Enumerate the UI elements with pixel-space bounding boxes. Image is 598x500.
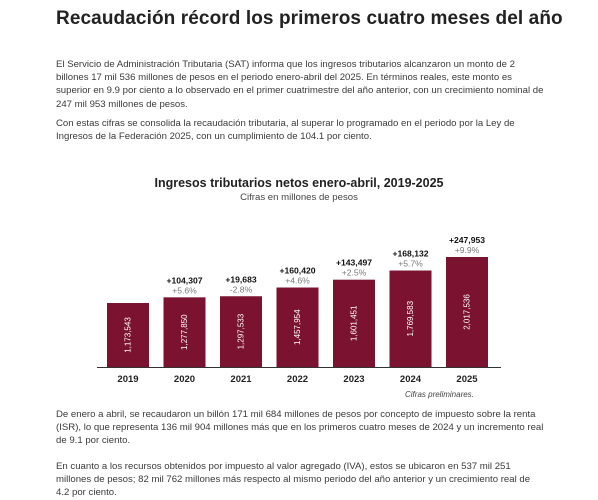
bar-2021: [220, 296, 262, 367]
growth-label-2024: +5.7%: [398, 259, 423, 269]
increase-label-2020: +104,307: [166, 275, 202, 285]
chart-title: Ingresos tributarios netos enero-abril, …: [154, 176, 444, 190]
bar-value-label-2022: 1,457,954: [293, 309, 302, 345]
x-tick-label-2023: 2023: [343, 374, 364, 385]
increase-label-2024: +168,132: [392, 249, 428, 259]
x-tick-label-2025: 2025: [456, 374, 478, 385]
chart-subtitle: Cifras en millones de pesos: [240, 192, 358, 203]
increase-label-2022: +160,420: [279, 266, 315, 276]
bar-2020: [163, 297, 206, 367]
growth-label-2021: -2.8%: [230, 284, 253, 294]
bar-value-label-2023: 1,601,451: [350, 305, 359, 341]
paragraph-isr: De enero a abril, se recaudaron un billó…: [56, 409, 544, 447]
bar-2025: [446, 257, 488, 367]
paragraph-iva: En cuanto a los recursos obtenidos por i…: [56, 461, 531, 499]
bar-2022: [276, 287, 319, 367]
bar-value-label-2019: 1,173,543: [124, 317, 133, 353]
increase-label-2021: +19,683: [225, 274, 257, 284]
chart-note: Cifras preliminares.: [405, 390, 474, 399]
paragraph-intro: El Servicio de Administración Tributaria…: [56, 59, 544, 110]
bar-2024: [389, 270, 432, 367]
page-title: Recaudación récord los primeros cuatro m…: [56, 8, 563, 29]
bar-2019: [107, 303, 149, 367]
increase-label-2023: +143,497: [336, 258, 372, 268]
x-tick-label-2024: 2024: [400, 374, 422, 385]
bar-value-label-2024: 1,769,583: [406, 300, 415, 336]
x-tick-label-2019: 2019: [117, 374, 138, 385]
x-tick-label-2021: 2021: [230, 374, 252, 385]
growth-label-2020: +5.6%: [172, 285, 197, 295]
bar-value-label-2025: 2,017,536: [463, 294, 472, 330]
growth-label-2022: +4.6%: [285, 276, 310, 286]
bar-value-label-2021: 1,297,533: [237, 313, 246, 349]
increase-label-2025: +247,953: [449, 235, 485, 245]
x-tick-label-2020: 2020: [174, 374, 195, 385]
growth-label-2023: +2.5%: [342, 268, 367, 278]
bar-2023: [333, 279, 375, 367]
paragraph-compliance: Con estas cifras se consolida la recauda…: [56, 118, 515, 143]
x-tick-label-2022: 2022: [287, 374, 308, 385]
growth-label-2025: +9.9%: [455, 245, 480, 255]
bar-value-label-2020: 1,277,850: [180, 314, 189, 350]
revenue-bar-chart: 1,173,543 2019 1,277,850 2020 +104,307+5.6% 1…: [97, 235, 501, 385]
